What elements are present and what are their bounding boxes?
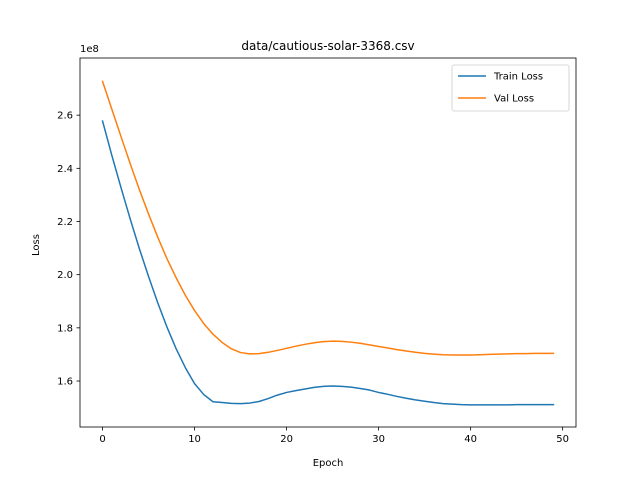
y-tick-label: 1.8 [57, 323, 73, 334]
plot-area: 0 10 20 30 40 50 1.6 1.8 2.0 2.2 2.4 2.6 [57, 57, 577, 445]
legend-label-train-loss: Train Loss [493, 72, 543, 83]
legend: Train Loss Val Loss [451, 64, 570, 112]
y-tick-label: 2.4 [57, 164, 73, 175]
y-tick-label: 2.0 [57, 270, 73, 281]
y-offset-label: 1e8 [80, 44, 99, 55]
x-tick-label: 50 [556, 434, 569, 445]
series-line-val-loss [101, 80, 555, 356]
legend-label-val-loss: Val Loss [494, 94, 534, 105]
series-line-train-loss [101, 120, 555, 406]
y-tick-label: 2.6 [57, 111, 73, 122]
x-tick-label: 0 [99, 434, 105, 445]
y-axis-label: Loss [31, 234, 42, 256]
x-tick-label: 30 [372, 434, 385, 445]
chart-title: data/cautious-solar-3368.csv [241, 39, 414, 53]
x-axis-label: Epoch [313, 458, 344, 469]
y-tick-label: 1.6 [57, 377, 73, 388]
x-tick-label: 20 [280, 434, 293, 445]
x-tick-label: 10 [188, 434, 201, 445]
y-tick-label: 2.2 [57, 217, 73, 228]
axes-frame [79, 57, 577, 428]
x-tick-label: 40 [464, 434, 477, 445]
